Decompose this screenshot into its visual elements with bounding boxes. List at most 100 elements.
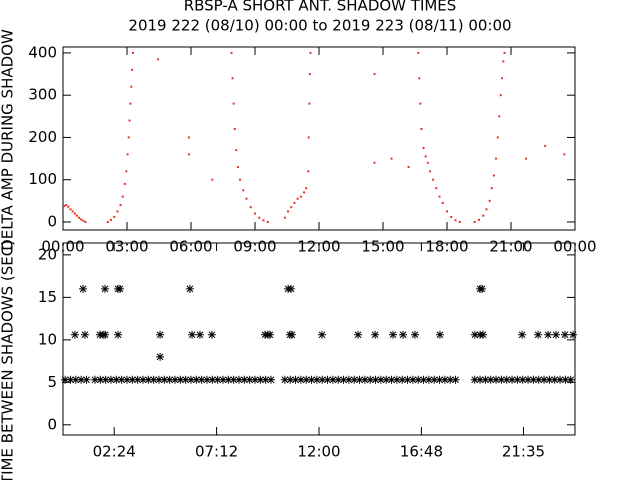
point xyxy=(492,174,495,177)
asterisk xyxy=(355,375,364,384)
plot-frame xyxy=(62,242,576,436)
point xyxy=(418,77,421,80)
asterisk xyxy=(408,375,417,384)
asterisk xyxy=(192,375,201,384)
asterisk xyxy=(569,330,578,339)
point xyxy=(422,147,425,150)
asterisk xyxy=(187,375,195,384)
point xyxy=(80,218,83,221)
x-tick-label: 18:00 xyxy=(425,238,468,256)
asterisk xyxy=(502,375,511,384)
asterisk xyxy=(101,330,110,339)
asterisk xyxy=(508,375,517,384)
point xyxy=(232,102,235,105)
point xyxy=(458,220,461,223)
point xyxy=(129,102,132,105)
asterisk xyxy=(171,375,179,384)
point xyxy=(187,136,190,139)
point xyxy=(106,220,109,223)
asterisk xyxy=(566,375,575,384)
point xyxy=(127,136,130,139)
point xyxy=(75,214,78,217)
point xyxy=(485,208,488,211)
asterisk xyxy=(477,284,486,293)
asterisk xyxy=(82,375,91,384)
chart-title: RBSP-A SHORT ANT. SHADOW TIMES xyxy=(184,0,457,15)
asterisk xyxy=(366,375,375,384)
asterisk xyxy=(229,375,238,384)
x-tick-label: 15:00 xyxy=(361,238,404,256)
asterisk xyxy=(344,375,353,384)
point xyxy=(235,149,238,152)
asterisk xyxy=(399,330,408,339)
asterisk xyxy=(371,375,380,384)
point xyxy=(130,85,133,88)
point xyxy=(128,119,131,122)
asterisk xyxy=(79,284,88,293)
asterisk xyxy=(513,375,522,384)
asterisk xyxy=(115,284,124,293)
point xyxy=(287,210,290,213)
point xyxy=(121,195,124,198)
y-tick-label: 10 xyxy=(38,330,57,348)
y-tick-label: 20 xyxy=(38,245,57,263)
point xyxy=(258,216,261,219)
asterisk xyxy=(251,375,259,384)
asterisk xyxy=(280,375,289,384)
point xyxy=(131,51,134,54)
asterisk xyxy=(224,375,233,384)
point xyxy=(65,204,68,207)
asterisk xyxy=(524,375,533,384)
point xyxy=(283,216,286,219)
asterisk xyxy=(323,375,332,384)
asterisk xyxy=(80,330,89,339)
asterisk xyxy=(414,375,423,384)
asterisk xyxy=(328,375,337,384)
point xyxy=(84,220,87,223)
point xyxy=(242,189,245,192)
point xyxy=(308,102,311,105)
asterisk xyxy=(350,375,359,384)
y-tick-label: 200 xyxy=(28,128,57,146)
point xyxy=(262,219,265,222)
asterisk xyxy=(155,375,163,384)
asterisk xyxy=(265,330,274,339)
point xyxy=(231,77,234,80)
asterisk xyxy=(256,375,265,384)
point xyxy=(432,178,435,181)
point xyxy=(426,161,429,164)
point xyxy=(82,219,85,222)
point xyxy=(420,127,423,130)
y-tick-label: 5 xyxy=(47,373,57,391)
asterisk xyxy=(267,375,275,384)
asterisk xyxy=(156,330,165,339)
asterisk xyxy=(371,330,380,339)
asterisk xyxy=(424,375,433,384)
asterisk xyxy=(451,375,460,384)
y-tick-label: 0 xyxy=(47,212,57,230)
asterisk xyxy=(188,330,197,339)
asterisk xyxy=(486,375,495,384)
asterisk xyxy=(387,375,396,384)
asterisk xyxy=(176,375,185,384)
point xyxy=(478,218,480,221)
asterisk xyxy=(101,284,110,293)
asterisk xyxy=(518,375,527,384)
point xyxy=(266,220,269,223)
asterisk xyxy=(219,375,227,384)
asterisk xyxy=(213,375,222,384)
point xyxy=(307,170,310,173)
asterisk xyxy=(156,352,165,361)
point xyxy=(239,178,242,181)
x-tick-label: 07:12 xyxy=(195,443,238,461)
point xyxy=(502,60,505,63)
point xyxy=(450,215,453,218)
point xyxy=(125,170,128,173)
point xyxy=(407,166,410,169)
asterisk xyxy=(354,330,363,339)
point xyxy=(503,51,506,54)
point xyxy=(293,201,296,204)
asterisk xyxy=(389,330,398,339)
point xyxy=(473,220,476,223)
